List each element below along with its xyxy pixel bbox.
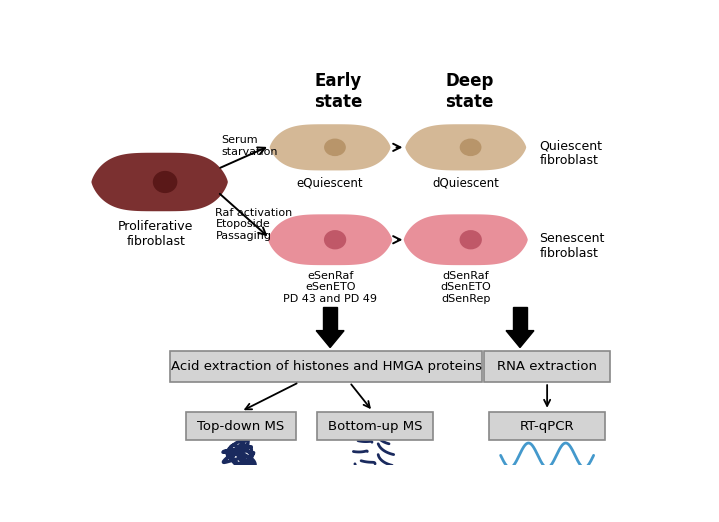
Polygon shape: [268, 215, 392, 265]
Polygon shape: [404, 215, 528, 265]
Text: eQuiescent: eQuiescent: [297, 176, 363, 189]
Text: Acid extraction of histones and HMGA proteins: Acid extraction of histones and HMGA pro…: [170, 360, 482, 373]
FancyBboxPatch shape: [170, 351, 482, 382]
FancyBboxPatch shape: [186, 412, 296, 440]
Text: Serum
starvation: Serum starvation: [221, 135, 278, 157]
FancyBboxPatch shape: [485, 351, 610, 382]
Text: RT-qPCR: RT-qPCR: [520, 420, 574, 433]
Text: Proliferative
fibroblast: Proliferative fibroblast: [118, 220, 193, 248]
Polygon shape: [91, 153, 228, 211]
Text: Quiescent
fibroblast: Quiescent fibroblast: [539, 139, 603, 168]
Text: Senescent
fibroblast: Senescent fibroblast: [539, 232, 605, 260]
Ellipse shape: [324, 230, 347, 250]
FancyBboxPatch shape: [317, 412, 434, 440]
Polygon shape: [506, 330, 534, 348]
Text: eSenRaf
eSenETO
PD 43 and PD 49: eSenRaf eSenETO PD 43 and PD 49: [283, 270, 377, 304]
Ellipse shape: [153, 171, 178, 193]
FancyBboxPatch shape: [489, 412, 605, 440]
Polygon shape: [270, 124, 390, 171]
Ellipse shape: [459, 138, 482, 156]
Text: dQuiescent: dQuiescent: [432, 176, 499, 189]
Ellipse shape: [459, 230, 482, 250]
Text: dSenRaf
dSenETO
dSenRep: dSenRaf dSenETO dSenRep: [440, 270, 491, 304]
Bar: [513, 307, 527, 330]
Polygon shape: [406, 124, 526, 171]
Text: Deep
state: Deep state: [446, 72, 494, 111]
Bar: [323, 307, 337, 330]
Text: Top-down MS: Top-down MS: [198, 420, 285, 433]
Text: Raf activation
Etoposide
Passaging: Raf activation Etoposide Passaging: [216, 208, 293, 241]
Text: Bottom-up MS: Bottom-up MS: [328, 420, 422, 433]
Polygon shape: [316, 330, 344, 348]
Text: Early
state: Early state: [313, 72, 362, 111]
Ellipse shape: [324, 138, 346, 156]
Text: RNA extraction: RNA extraction: [497, 360, 597, 373]
